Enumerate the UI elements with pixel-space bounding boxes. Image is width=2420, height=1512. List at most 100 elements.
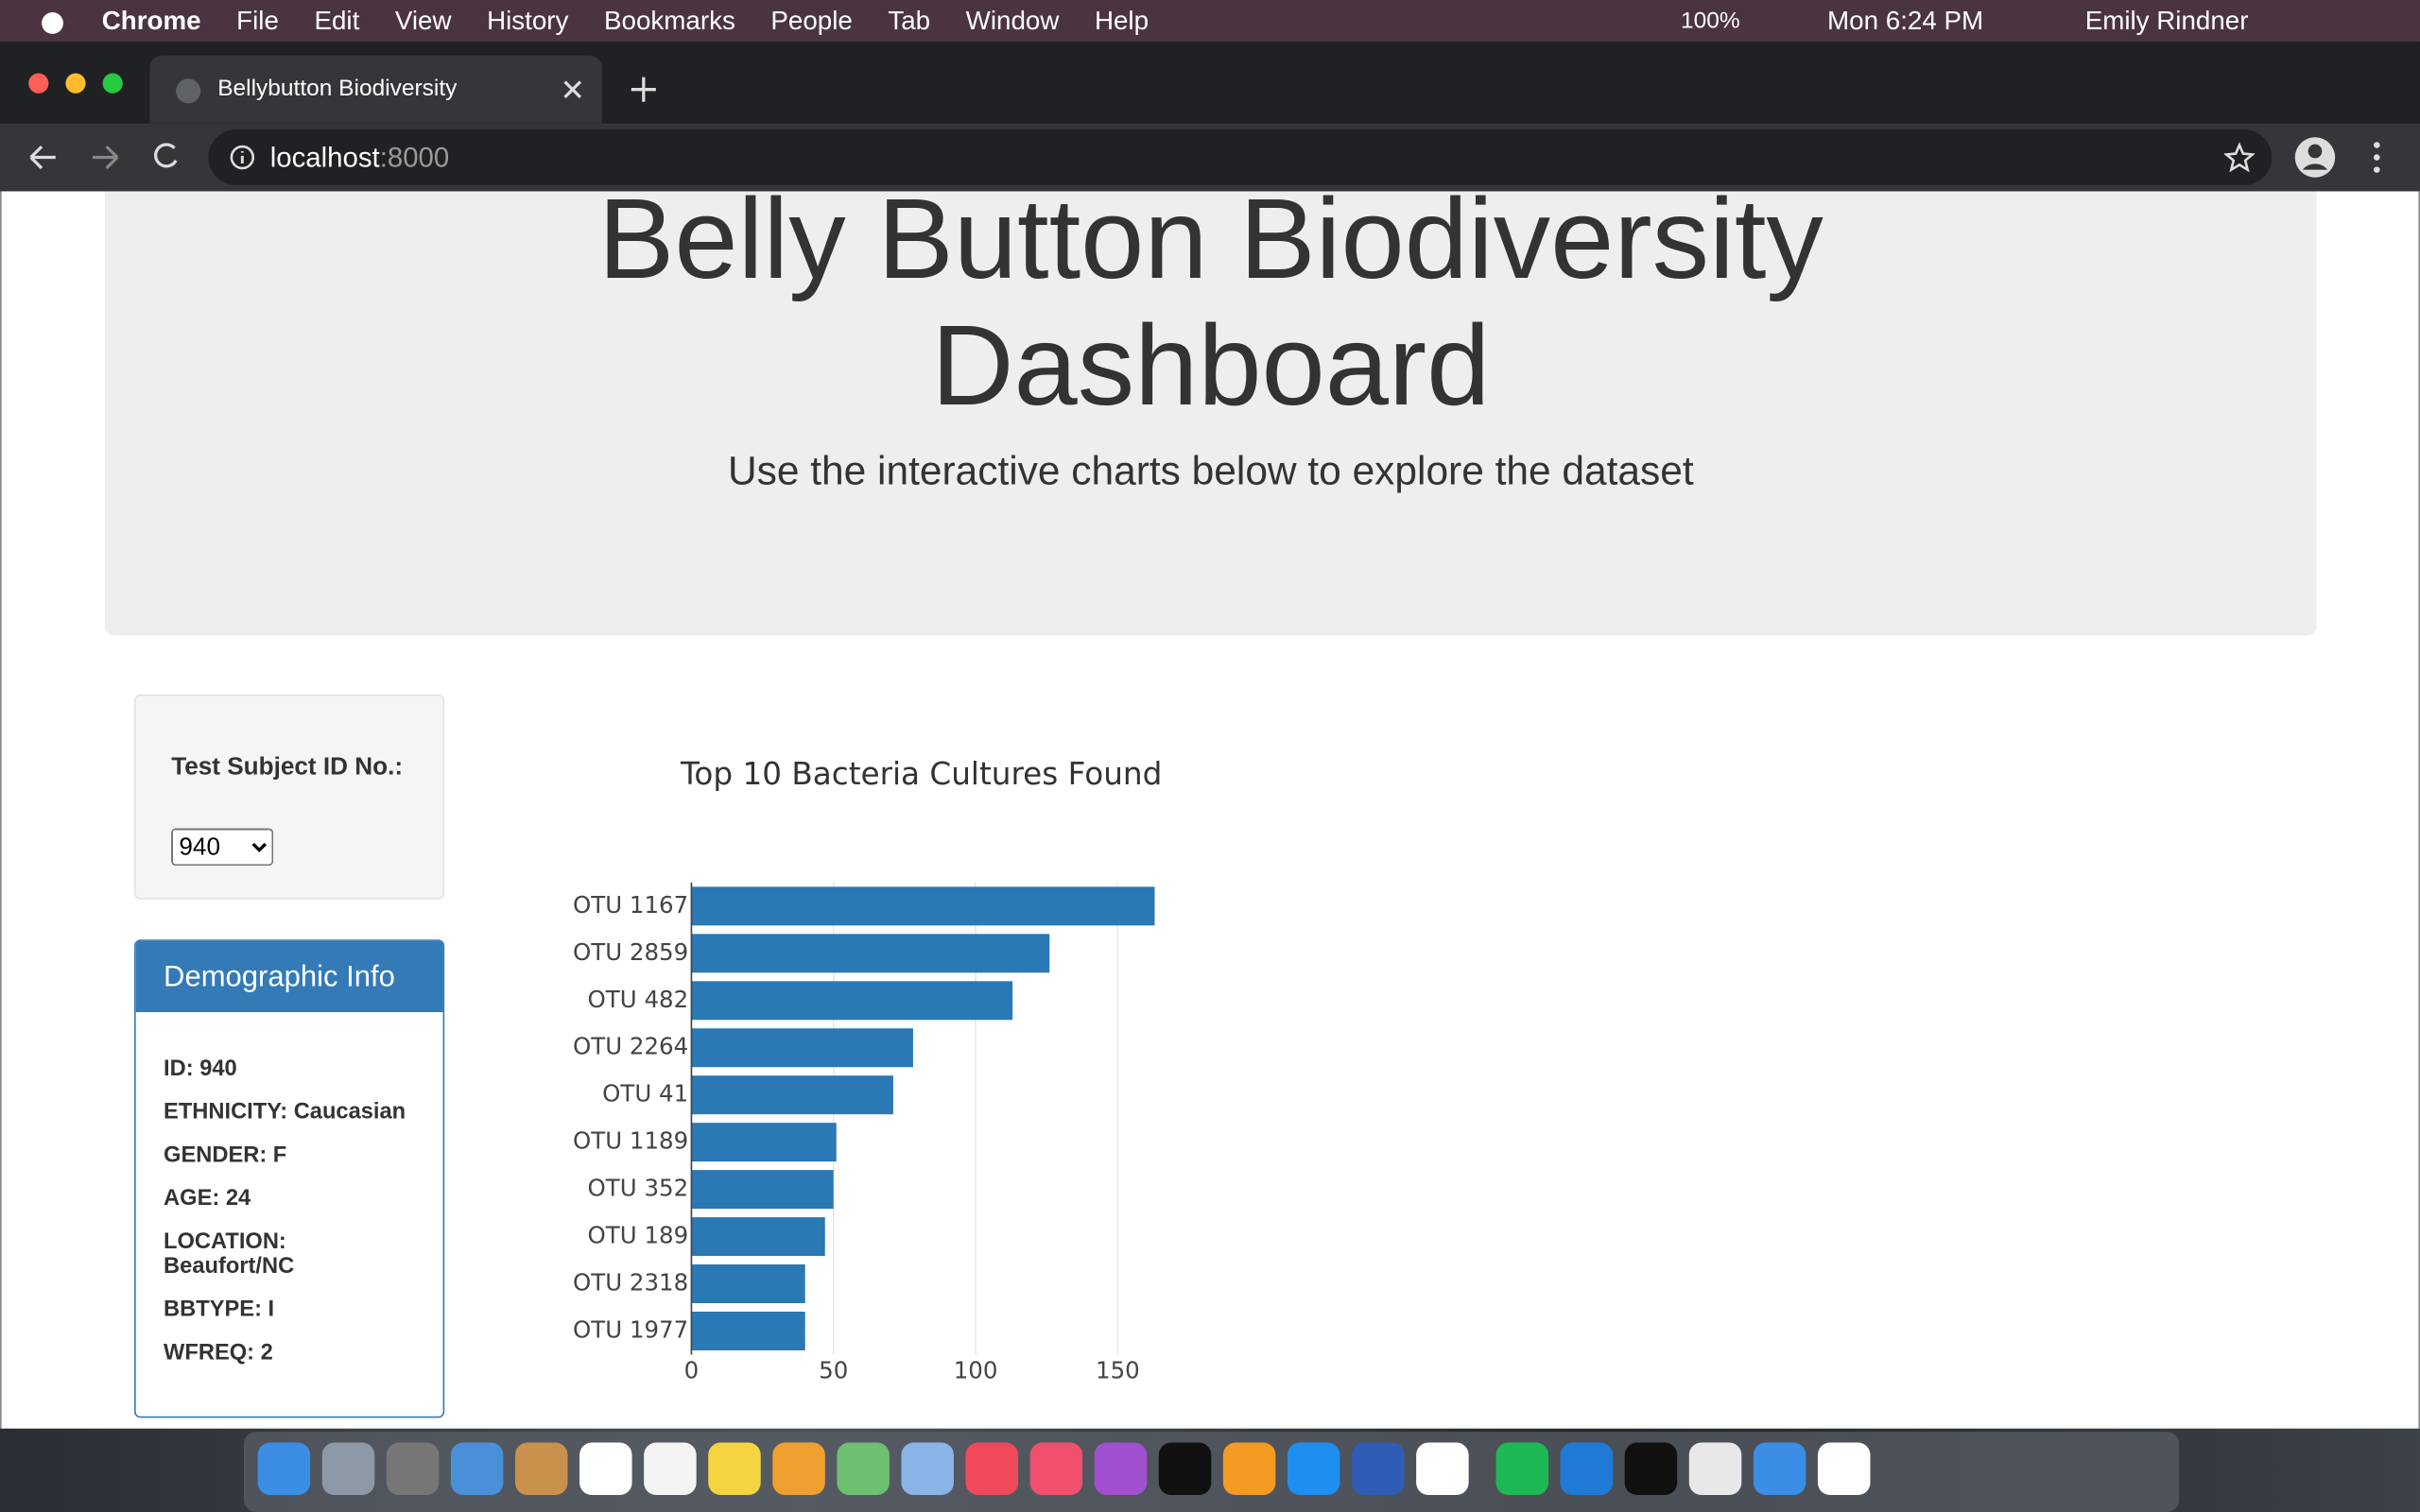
menu-bar: Chrome File Edit View History Bookmarks … — [0, 0, 2420, 43]
bar — [691, 1264, 805, 1304]
menu[interactable]: Bookmarks — [604, 5, 735, 35]
bar — [691, 1312, 805, 1350]
nav-buttons[interactable] — [25, 141, 195, 175]
profile-menu[interactable] — [2293, 136, 2401, 180]
dock-icon[interactable] — [837, 1442, 890, 1496]
dock-icon[interactable] — [1094, 1442, 1148, 1496]
demographic-item: LOCATION: Beaufort/NC — [164, 1229, 295, 1280]
dock — [243, 1432, 2180, 1512]
omnibox[interactable]: localhost:8000 — [208, 129, 2273, 185]
dock-icon[interactable] — [1624, 1442, 1678, 1496]
favicon — [176, 78, 201, 104]
dock-icon[interactable] — [514, 1442, 568, 1496]
dock-icon[interactable] — [965, 1442, 1019, 1496]
dock-icon[interactable] — [772, 1442, 825, 1496]
new-tab[interactable] — [630, 76, 657, 103]
app-menu[interactable]: Chrome — [101, 5, 201, 35]
dock-icon[interactable] — [386, 1442, 440, 1496]
bar-chart: Top 10 Bacteria Cultures Found 0 50 100 150… — [573, 756, 1162, 1383]
dock-icon[interactable] — [1688, 1442, 1742, 1496]
bookmark-star[interactable] — [2223, 142, 2256, 173]
y-tick-label: OTU 1167 — [573, 891, 688, 919]
dock-icon[interactable] — [1287, 1442, 1340, 1496]
clock[interactable]: Mon 6:24 PM — [1827, 5, 1984, 35]
chart-title: Top 10 Bacteria Cultures Found — [680, 756, 1162, 792]
dock-icon[interactable] — [644, 1442, 697, 1496]
dock-icon[interactable] — [1560, 1442, 1614, 1496]
menu[interactable]: File — [236, 5, 279, 35]
y-tick-label: OTU 1189 — [573, 1127, 688, 1155]
url-port: :8000 — [379, 142, 450, 173]
dock-icon[interactable] — [450, 1442, 504, 1496]
web-page: Belly Button Biodiversity Dashboard Use … — [0, 191, 2420, 1429]
dock-icon[interactable] — [1416, 1442, 1469, 1496]
demographic-item: WFREQ: 2 — [164, 1340, 273, 1366]
page-title: Belly Button Biodiversity Dashboard — [597, 191, 1824, 429]
page-subtitle: Use the interactive charts below to expl… — [727, 447, 1694, 494]
dock-icon[interactable] — [1753, 1442, 1806, 1496]
tab-strip: Bellybutton Biodiversity — [0, 42, 2420, 124]
bar — [691, 1217, 825, 1257]
dock-icon[interactable] — [1222, 1442, 1276, 1496]
y-tick-label: OTU 482 — [588, 986, 689, 1013]
x-tick-label: 0 — [684, 1356, 700, 1383]
dock-icon[interactable] — [1158, 1442, 1212, 1496]
tab-title: Bellybutton Biodiversity — [217, 75, 458, 102]
dock-icon[interactable] — [1352, 1442, 1405, 1496]
window-controls[interactable] — [0, 42, 154, 124]
bar — [691, 886, 1155, 926]
jumbotron: Belly Button Biodiversity Dashboard Use … — [105, 191, 2317, 636]
menu[interactable]: History — [487, 5, 569, 35]
y-tick-label: OTU 2859 — [573, 938, 688, 966]
toolbar: localhost:8000 — [0, 123, 2420, 192]
url-host: localhost — [269, 142, 380, 173]
menu[interactable]: Edit — [314, 5, 360, 35]
y-tick-label: OTU 1977 — [573, 1315, 688, 1343]
bar — [691, 981, 1013, 1021]
bar — [691, 934, 1050, 973]
demographic-item: AGE: 24 — [164, 1186, 251, 1211]
menu[interactable]: View — [394, 5, 452, 35]
x-tick-label: 100 — [954, 1356, 998, 1383]
dock-icon[interactable] — [321, 1442, 375, 1496]
menu[interactable]: Window — [965, 5, 1060, 35]
dock-icon[interactable] — [1029, 1442, 1083, 1496]
menu[interactable]: Help — [1094, 5, 1150, 35]
y-tick-label: OTU 2264 — [573, 1033, 688, 1060]
y-tick-label: OTU 352 — [588, 1175, 689, 1202]
bar — [691, 1170, 834, 1210]
dock-icon[interactable] — [257, 1442, 311, 1496]
panel-body: ID: 940 ETHNICITY: Caucasian GENDER: F AGE:… — [136, 1012, 443, 1366]
panel-heading: Demographic Info — [135, 940, 443, 1013]
y-tick-label: OTU 41 — [602, 1080, 688, 1108]
dock-icon[interactable] — [901, 1442, 954, 1496]
selector-label: Test Subject ID No.: — [171, 754, 404, 782]
battery[interactable]: 100% — [1680, 8, 1740, 34]
info-icon[interactable] — [229, 144, 256, 171]
bar — [691, 1075, 893, 1115]
dock-icon[interactable] — [708, 1442, 761, 1496]
dock-icon[interactable] — [1495, 1442, 1549, 1496]
subject-select[interactable]: 940 — [171, 828, 273, 866]
bar — [691, 1028, 913, 1068]
demographic-item: ID: 940 — [164, 1057, 237, 1082]
close-tab[interactable] — [562, 78, 583, 100]
y-tick-label: OTU 189 — [588, 1222, 689, 1249]
dock-icon[interactable] — [579, 1442, 632, 1496]
x-tick-label: 150 — [1096, 1356, 1140, 1383]
demographic-item: ETHNICITY: Caucasian — [164, 1100, 406, 1125]
user[interactable]: Emily Rindner — [2084, 5, 2249, 35]
y-tick-label: OTU 2318 — [573, 1269, 688, 1297]
menu[interactable]: Tab — [888, 5, 931, 35]
x-tick-label: 50 — [819, 1356, 848, 1383]
dock-icon[interactable] — [1817, 1442, 1871, 1496]
active-tab[interactable]: Bellybutton Biodiversity — [149, 55, 602, 124]
demographic-item: BBTYPE: I — [164, 1297, 275, 1323]
menu[interactable]: People — [770, 5, 853, 35]
demographic-item: GENDER: F — [164, 1143, 287, 1168]
apple-icon[interactable] — [37, 6, 68, 37]
bar — [691, 1123, 837, 1162]
desktop — [0, 1428, 2420, 1512]
